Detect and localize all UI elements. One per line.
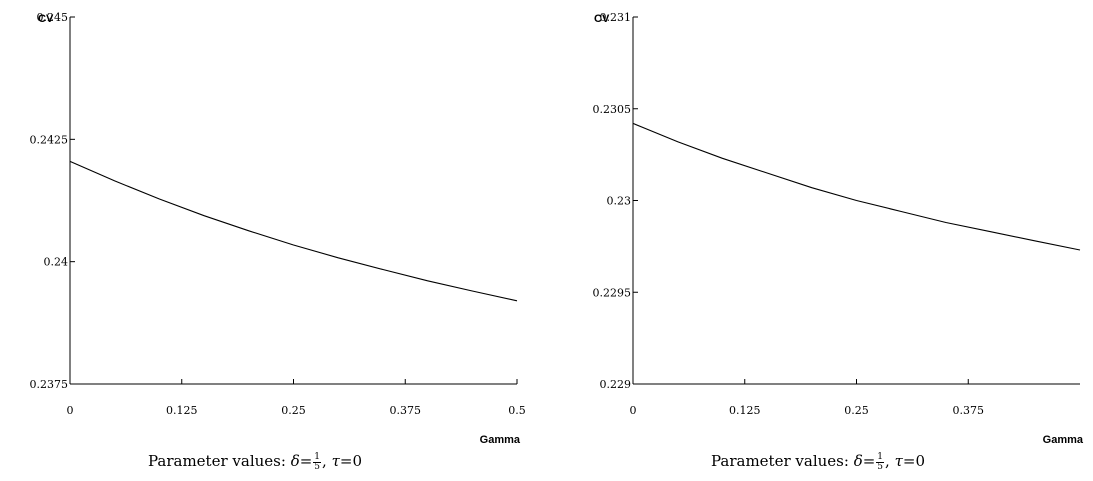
chart-2-x-tick-label: 0.375 [953,404,985,417]
chart-2-series-line [632,122,1081,251]
chart-2-y-tick-label: 0.231 [600,11,632,24]
delta-numerator: 1 [313,451,322,463]
equals-sign: = [339,452,353,470]
chart-2-x-tick-label: 0.125 [729,404,761,417]
caption-separator: , [322,452,332,470]
chart-2-y-tick-label: 0.2305 [593,103,632,116]
caption-separator: , [885,452,895,470]
chart-2-y-tick-label: 0.23 [607,195,632,208]
chart-1-y-tick-label: 0.2425 [30,133,69,146]
chart-1-x-axis-title: Gamma [480,434,521,446]
caption-prefix: Parameter values: [147,452,291,470]
chart-2-x-tick-label: 0.25 [844,404,869,417]
chart-2-x-tick-label: 0 [630,404,637,417]
tau-value: 0 [352,452,363,470]
chart-1-series-line [69,160,518,302]
tau-symbol: τ [331,452,340,470]
caption-prefix: Parameter values: [710,452,854,470]
equals-sign: = [299,452,313,470]
chart-1-x-tick-label: 0.25 [281,404,306,417]
tau-value: 0 [915,452,926,470]
chart-2-y-axis-title: CV [594,13,610,25]
chart-1-x-tick-label: 0 [67,404,74,417]
chart-1-x-tick-label: 0.375 [390,404,422,417]
delta-denominator: 5 [877,461,884,472]
delta-denominator: 5 [314,461,321,472]
chart-1-y-axis-title: CV [38,13,54,25]
chart-2-y-tick-label: 0.2295 [593,286,632,299]
chart-2-caption: Parameter values: δ= 1 5, τ=0 [668,452,968,472]
delta-numerator: 1 [876,451,885,463]
chart-1-y-tick-label: 0.2375 [30,378,69,391]
chart-2-x-axis-title: Gamma [1043,434,1084,446]
chart-2-y-tick-label: 0.229 [600,378,632,391]
equals-sign: = [862,452,876,470]
chart-1-y-tick-label: 0.24 [44,256,69,269]
tau-symbol: τ [894,452,903,470]
chart-1-caption: Parameter values: δ= 1 5, τ=0 [105,452,405,472]
delta-symbol: δ [290,452,300,470]
chart-1-x-tick-label: 0.5 [508,404,526,417]
equals-sign: = [902,452,916,470]
chart-1-x-tick-label: 0.125 [166,404,198,417]
delta-symbol: δ [853,452,863,470]
chart-1-y-tick-label: 0.245 [37,11,69,24]
